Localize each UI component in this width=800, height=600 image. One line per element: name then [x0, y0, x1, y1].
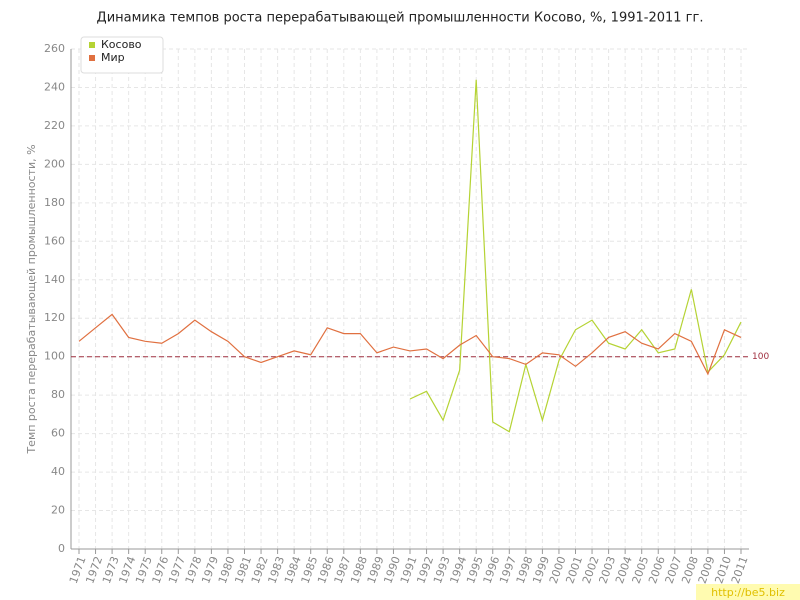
y-tick-label: 180 [44, 196, 65, 209]
y-tick-label: 40 [51, 465, 65, 478]
y-axis-label: Темп роста перерабатывающей промышленнос… [25, 144, 38, 454]
y-tick-label: 100 [44, 350, 65, 363]
chart-title: Динамика темпов роста перерабатывающей п… [97, 11, 704, 26]
y-tick-label: 120 [44, 311, 65, 324]
legend-box [80, 36, 164, 74]
y-tick-label: 80 [51, 388, 65, 401]
y-tick-label: 20 [51, 504, 65, 517]
y-tick-label: 260 [44, 42, 65, 55]
y-tick-label: 240 [44, 80, 65, 93]
watermark-bg [696, 584, 800, 600]
y-tick-label: 160 [44, 234, 65, 247]
y-tick-label: 200 [44, 157, 65, 170]
series-line [78, 313, 742, 376]
watermark: http://be5.biz [711, 586, 785, 599]
legend-label: Мир [101, 51, 125, 64]
legend-swatch [89, 55, 95, 61]
y-tick-label: 140 [44, 273, 65, 286]
legend-swatch [89, 42, 95, 48]
y-tick-label: 0 [58, 542, 65, 555]
reference-label: 100 [752, 352, 769, 362]
y-tick-label: 60 [51, 427, 65, 440]
legend-label: Косово [101, 38, 142, 51]
y-tick-label: 220 [44, 119, 65, 132]
series-line [409, 79, 742, 433]
